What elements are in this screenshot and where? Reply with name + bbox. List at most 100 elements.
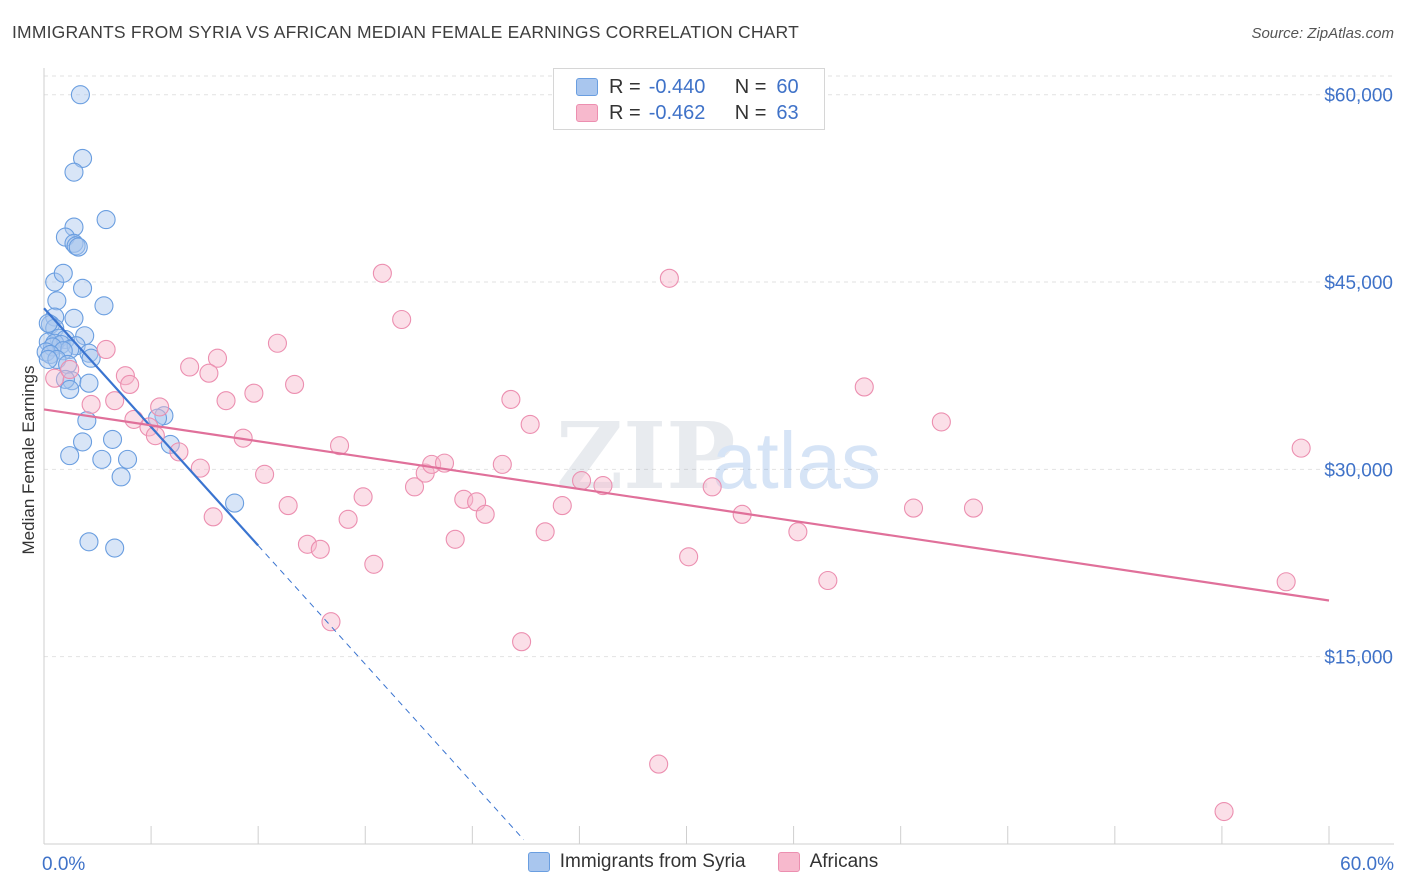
stats-swatch-syria [576,78,598,96]
stats-r-label: R = [609,75,641,98]
stats-r-value: -0.440 [648,75,706,98]
point-syria [73,432,93,452]
point-africans [244,383,264,403]
point-africans [297,534,317,554]
y-tick-label: $45,000 [1324,273,1393,294]
point-syria [60,446,80,466]
point-africans [372,263,392,283]
trend-line-syria [43,307,259,547]
point-africans [512,632,532,652]
trend-extension-syria [257,545,525,841]
stats-row-syria: R = -0.440 N = 60 [576,75,799,99]
stats-r-label: R = [609,101,641,124]
legend-label-africans: Africans [809,851,879,872]
point-africans [445,529,465,549]
legend-item-africans[interactable]: Africans [777,851,879,873]
point-syria [102,429,123,449]
point-africans [120,374,140,394]
point-africans [278,496,298,516]
point-africans [818,570,838,591]
point-africans [329,436,350,456]
point-africans [903,498,924,518]
point-africans [572,471,592,491]
point-syria [60,379,80,399]
point-syria [111,467,131,487]
point-syria [105,538,125,558]
axes [43,68,1394,845]
point-syria [53,263,73,283]
point-africans [105,391,125,411]
point-syria [60,339,80,360]
stats-n-label: N = [734,75,767,98]
x-tick-label: 0.0% [42,854,85,875]
point-africans [150,397,170,417]
point-africans [392,309,412,330]
point-africans [702,477,722,497]
axis-labels: $15,000 $30,000 $45,000 $60,000 0.0% 60.0% Med… [19,86,1394,875]
stats-row-africans: R = -0.462 N = 63 [576,101,799,125]
point-syria [79,532,99,552]
point-africans [115,366,135,386]
point-africans [145,426,165,446]
point-africans [931,412,951,432]
point-syria [70,85,90,105]
point-africans [207,348,228,368]
x-tick-label: 60.0% [1340,854,1394,875]
point-africans [501,389,521,409]
stats-n-value: 63 [776,101,799,124]
point-africans [475,504,495,524]
point-africans [552,496,572,516]
point-syria [68,237,88,257]
point-syria [92,449,112,469]
stats-n-label: N = [734,101,767,124]
point-africans [321,612,341,632]
point-africans [520,414,540,434]
point-africans [203,507,223,527]
stats-r-value: -0.462 [648,101,706,124]
stats-legend: R = -0.440 N = 60 R = -0.462 N = 63 [553,68,825,130]
point-africans [169,442,189,462]
point-africans [255,464,275,484]
point-syria [38,313,58,333]
point-africans [285,374,305,394]
point-africans [649,754,669,774]
stats-n-value: 60 [776,75,799,98]
y-tick-label: $15,000 [1324,648,1393,669]
point-syria [64,308,84,328]
legend-swatch-syria [527,852,550,872]
point-africans [96,339,116,360]
point-syria [73,148,93,168]
point-syria [96,210,116,230]
point-africans [216,391,236,411]
y-tick-label: $30,000 [1324,460,1393,481]
legend-item-syria[interactable]: Immigrants from Syria [527,851,746,873]
watermark-atlas: atlas [712,416,881,505]
point-africans [190,458,210,478]
grid-lines [44,75,1394,658]
point-syria [73,278,93,298]
point-syria [81,348,101,368]
point-africans [364,554,384,574]
point-syria [79,373,99,393]
point-syria [64,162,84,182]
point-africans [593,476,613,496]
point-africans [854,377,874,397]
point-syria [94,296,114,316]
chart-title: IMMIGRANTS FROM SYRIA VS AFRICAN MEDIAN … [12,22,799,42]
stats-swatch-africans [576,104,598,122]
point-africans [535,522,555,542]
point-africans [963,498,984,518]
series-legend: Immigrants from Syria Africans [0,851,1406,873]
point-africans [199,363,219,383]
source-label: Source: ZipAtlas.com [1251,25,1394,42]
trend-line-africans [43,408,1330,602]
legend-label-syria: Immigrants from Syria [559,851,746,872]
y-tick-label: $60,000 [1324,86,1393,107]
point-syria [117,449,138,469]
point-africans [353,487,373,507]
legend-swatch-africans [777,852,800,872]
point-africans [404,477,425,497]
point-africans [267,333,287,353]
point-syria [225,493,245,513]
